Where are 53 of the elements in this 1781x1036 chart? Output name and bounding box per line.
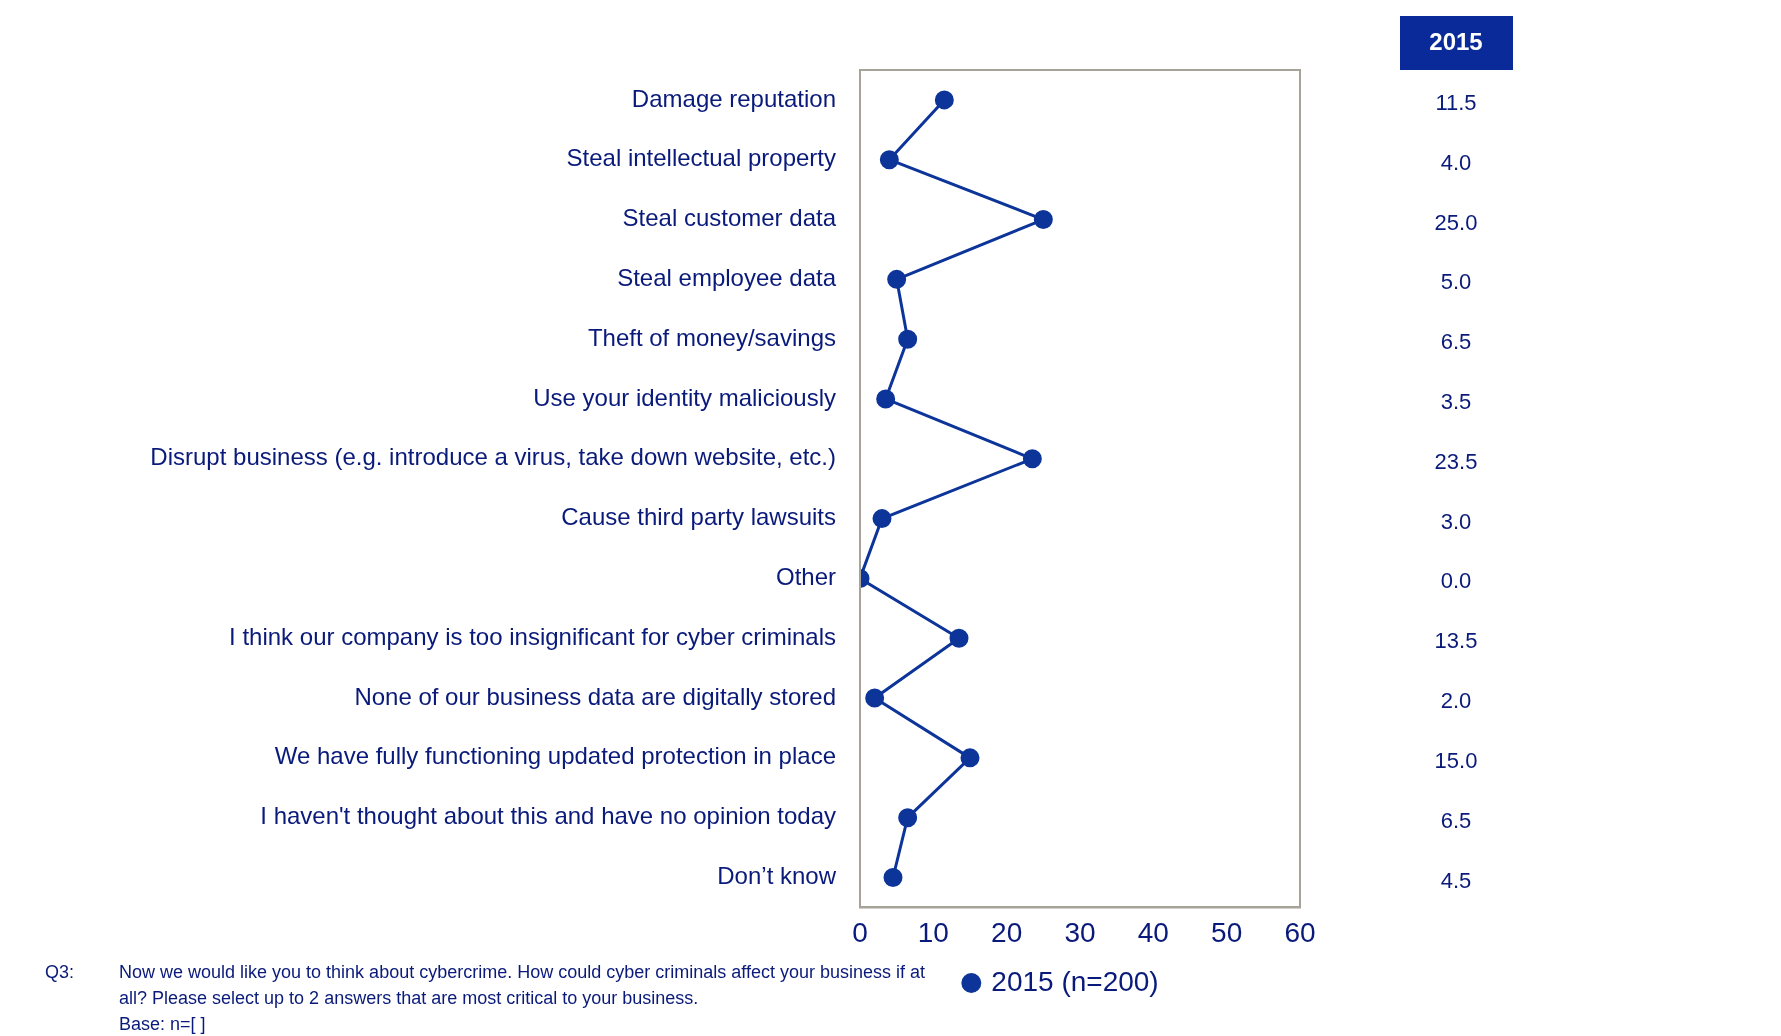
point <box>872 509 892 529</box>
x-tick-label: 10 <box>917 916 949 948</box>
y-tick-label: Steal customer data <box>622 204 837 232</box>
text: Q3: <box>45 961 75 984</box>
y-tick-label: Theft of money/savings <box>587 323 836 351</box>
y-tick-label: Steal employee data <box>617 263 837 291</box>
x-tick-label: 20 <box>991 916 1023 948</box>
y-tick-label: Use your identity maliciously <box>533 383 836 411</box>
data-label: 0.0 <box>1440 568 1472 594</box>
data-label: 23.5 <box>1434 448 1478 474</box>
text: Now we would like you to think about cybercrime. How could cyber criminals affect your business if at all? Please select up to 2 answers that are most critical to your business. <box>119 961 927 1010</box>
y-tick-label: Don’t know <box>717 862 837 890</box>
y-tick-label: Disrupt business (e.g. introduce a virus, take down website, etc.) <box>150 443 836 471</box>
point <box>883 867 903 887</box>
text: Base: n=[ ] <box>119 1013 206 1036</box>
data-label: 5.0 <box>1440 269 1472 295</box>
data-label: 3.0 <box>1440 508 1472 534</box>
legend-label: 2015 (n=200) <box>991 965 1159 997</box>
point <box>960 748 980 768</box>
point <box>876 389 896 409</box>
data-label: 15.0 <box>1434 747 1478 773</box>
point <box>1022 449 1042 469</box>
data-label: 3.5 <box>1440 389 1472 415</box>
y-tick-label: I think our company is too insignificant for cyber criminals <box>229 622 836 650</box>
point <box>1033 210 1053 230</box>
point <box>934 90 954 110</box>
y-tick-label: Other <box>775 563 836 591</box>
data-label: 6.5 <box>1440 807 1472 833</box>
point <box>879 150 899 170</box>
data-label: 6.5 <box>1440 329 1472 355</box>
x-tick-label: 40 <box>1137 916 1169 948</box>
x-tick-label: 0 <box>852 916 868 948</box>
point <box>887 269 907 289</box>
point <box>949 628 969 648</box>
point <box>898 808 918 828</box>
y-tick-label: None of our business data are digitally stored <box>354 682 836 710</box>
data-label: 4.0 <box>1440 149 1472 175</box>
x-tick-label: 60 <box>1284 916 1316 948</box>
x-tick-label: 30 <box>1064 916 1096 948</box>
data-label: 2.0 <box>1440 688 1472 714</box>
data-label: 25.0 <box>1434 209 1478 235</box>
data-label: 13.5 <box>1434 628 1478 654</box>
point <box>865 688 885 708</box>
y-tick-label: Steal intellectual property <box>566 144 836 172</box>
y-tick-label: Damage reputation <box>631 84 836 112</box>
data-label: 11.5 <box>1435 89 1477 115</box>
y-tick-label: Cause third party lawsuits <box>561 503 836 531</box>
point <box>898 329 918 349</box>
y-tick-label: I haven't thought about this and have no opinion today <box>260 802 836 830</box>
y-tick-label: We have fully functioning updated protection in place <box>274 742 836 770</box>
text: 2015 <box>1429 27 1483 55</box>
data-label: 4.5 <box>1440 867 1472 893</box>
x-tick-label: 50 <box>1211 916 1243 948</box>
